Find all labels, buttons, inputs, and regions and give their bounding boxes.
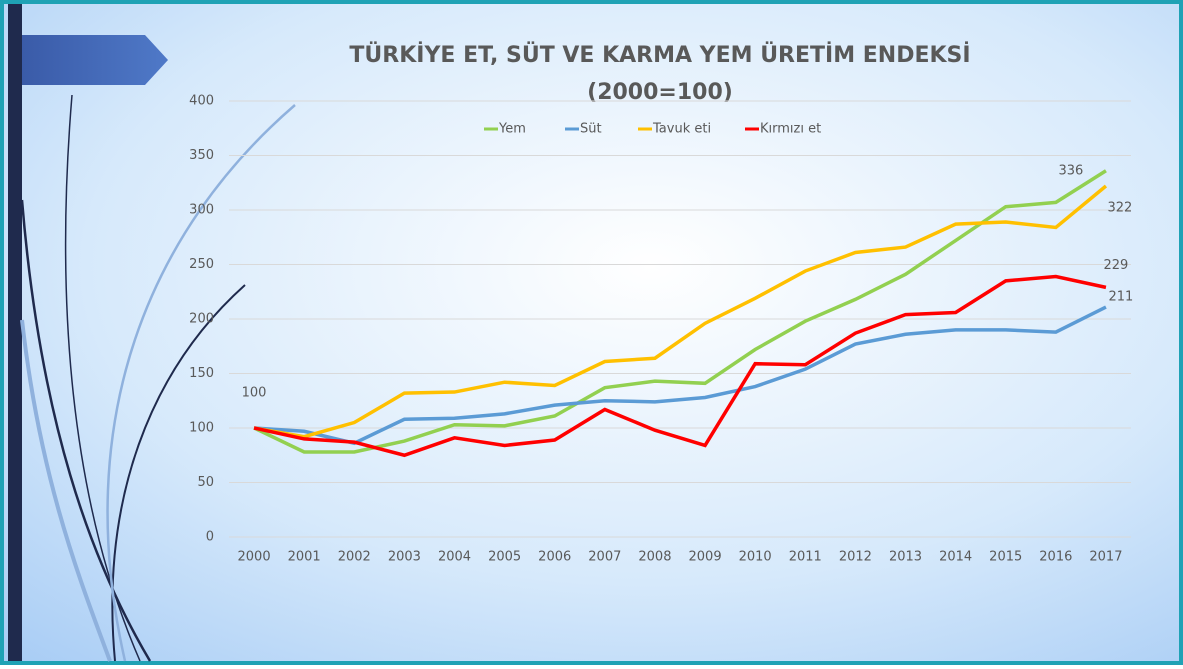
slide: TÜRKİYE ET, SÜT VE KARMA YEM ÜRETİM ENDE…: [0, 0, 1183, 665]
x-tick-label: 2014: [939, 550, 972, 565]
y-tick-label: 300: [189, 203, 214, 218]
data-label: 211: [1109, 290, 1134, 305]
x-tick-label: 2004: [438, 550, 471, 565]
x-tick-label: 2008: [638, 550, 671, 565]
y-tick-label: 150: [189, 366, 214, 381]
data-label: 322: [1108, 201, 1133, 216]
y-tick-label: 0: [206, 530, 214, 545]
y-tick-label: 250: [189, 257, 214, 272]
x-tick-label: 2002: [338, 550, 371, 565]
legend-label: Kırmızı et: [760, 122, 821, 137]
x-tick-label: 2017: [1089, 550, 1122, 565]
y-tick-label: 50: [197, 475, 214, 490]
x-tick-label: 2003: [388, 550, 421, 565]
x-tick-label: 2009: [689, 550, 722, 565]
x-tick-label: 2012: [839, 550, 872, 565]
arrow-decoration: [22, 35, 168, 85]
x-tick-label: 2015: [989, 550, 1022, 565]
data-label: 100: [242, 386, 267, 401]
x-tick-label: 2016: [1039, 550, 1072, 565]
x-tick-label: 2010: [739, 550, 772, 565]
x-tick-label: 2001: [288, 550, 321, 565]
legend-label: Süt: [580, 122, 602, 137]
side-bar: [8, 4, 22, 661]
y-tick-label: 400: [189, 94, 214, 109]
x-tick-label: 2006: [538, 550, 571, 565]
legend-label: Tavuk eti: [652, 122, 711, 137]
x-tick-label: 2011: [789, 550, 822, 565]
x-tick-label: 2007: [588, 550, 621, 565]
y-tick-label: 200: [189, 312, 214, 327]
x-tick-label: 2013: [889, 550, 922, 565]
data-label: 229: [1104, 258, 1129, 273]
chart-title: TÜRKİYE ET, SÜT VE KARMA YEM ÜRETİM ENDE…: [349, 42, 970, 68]
data-label: 336: [1059, 163, 1084, 178]
y-tick-label: 350: [189, 148, 214, 163]
y-tick-label: 100: [189, 421, 214, 436]
x-tick-label: 2000: [238, 550, 271, 565]
x-tick-label: 2005: [488, 550, 521, 565]
legend-label: Yem: [498, 122, 526, 137]
